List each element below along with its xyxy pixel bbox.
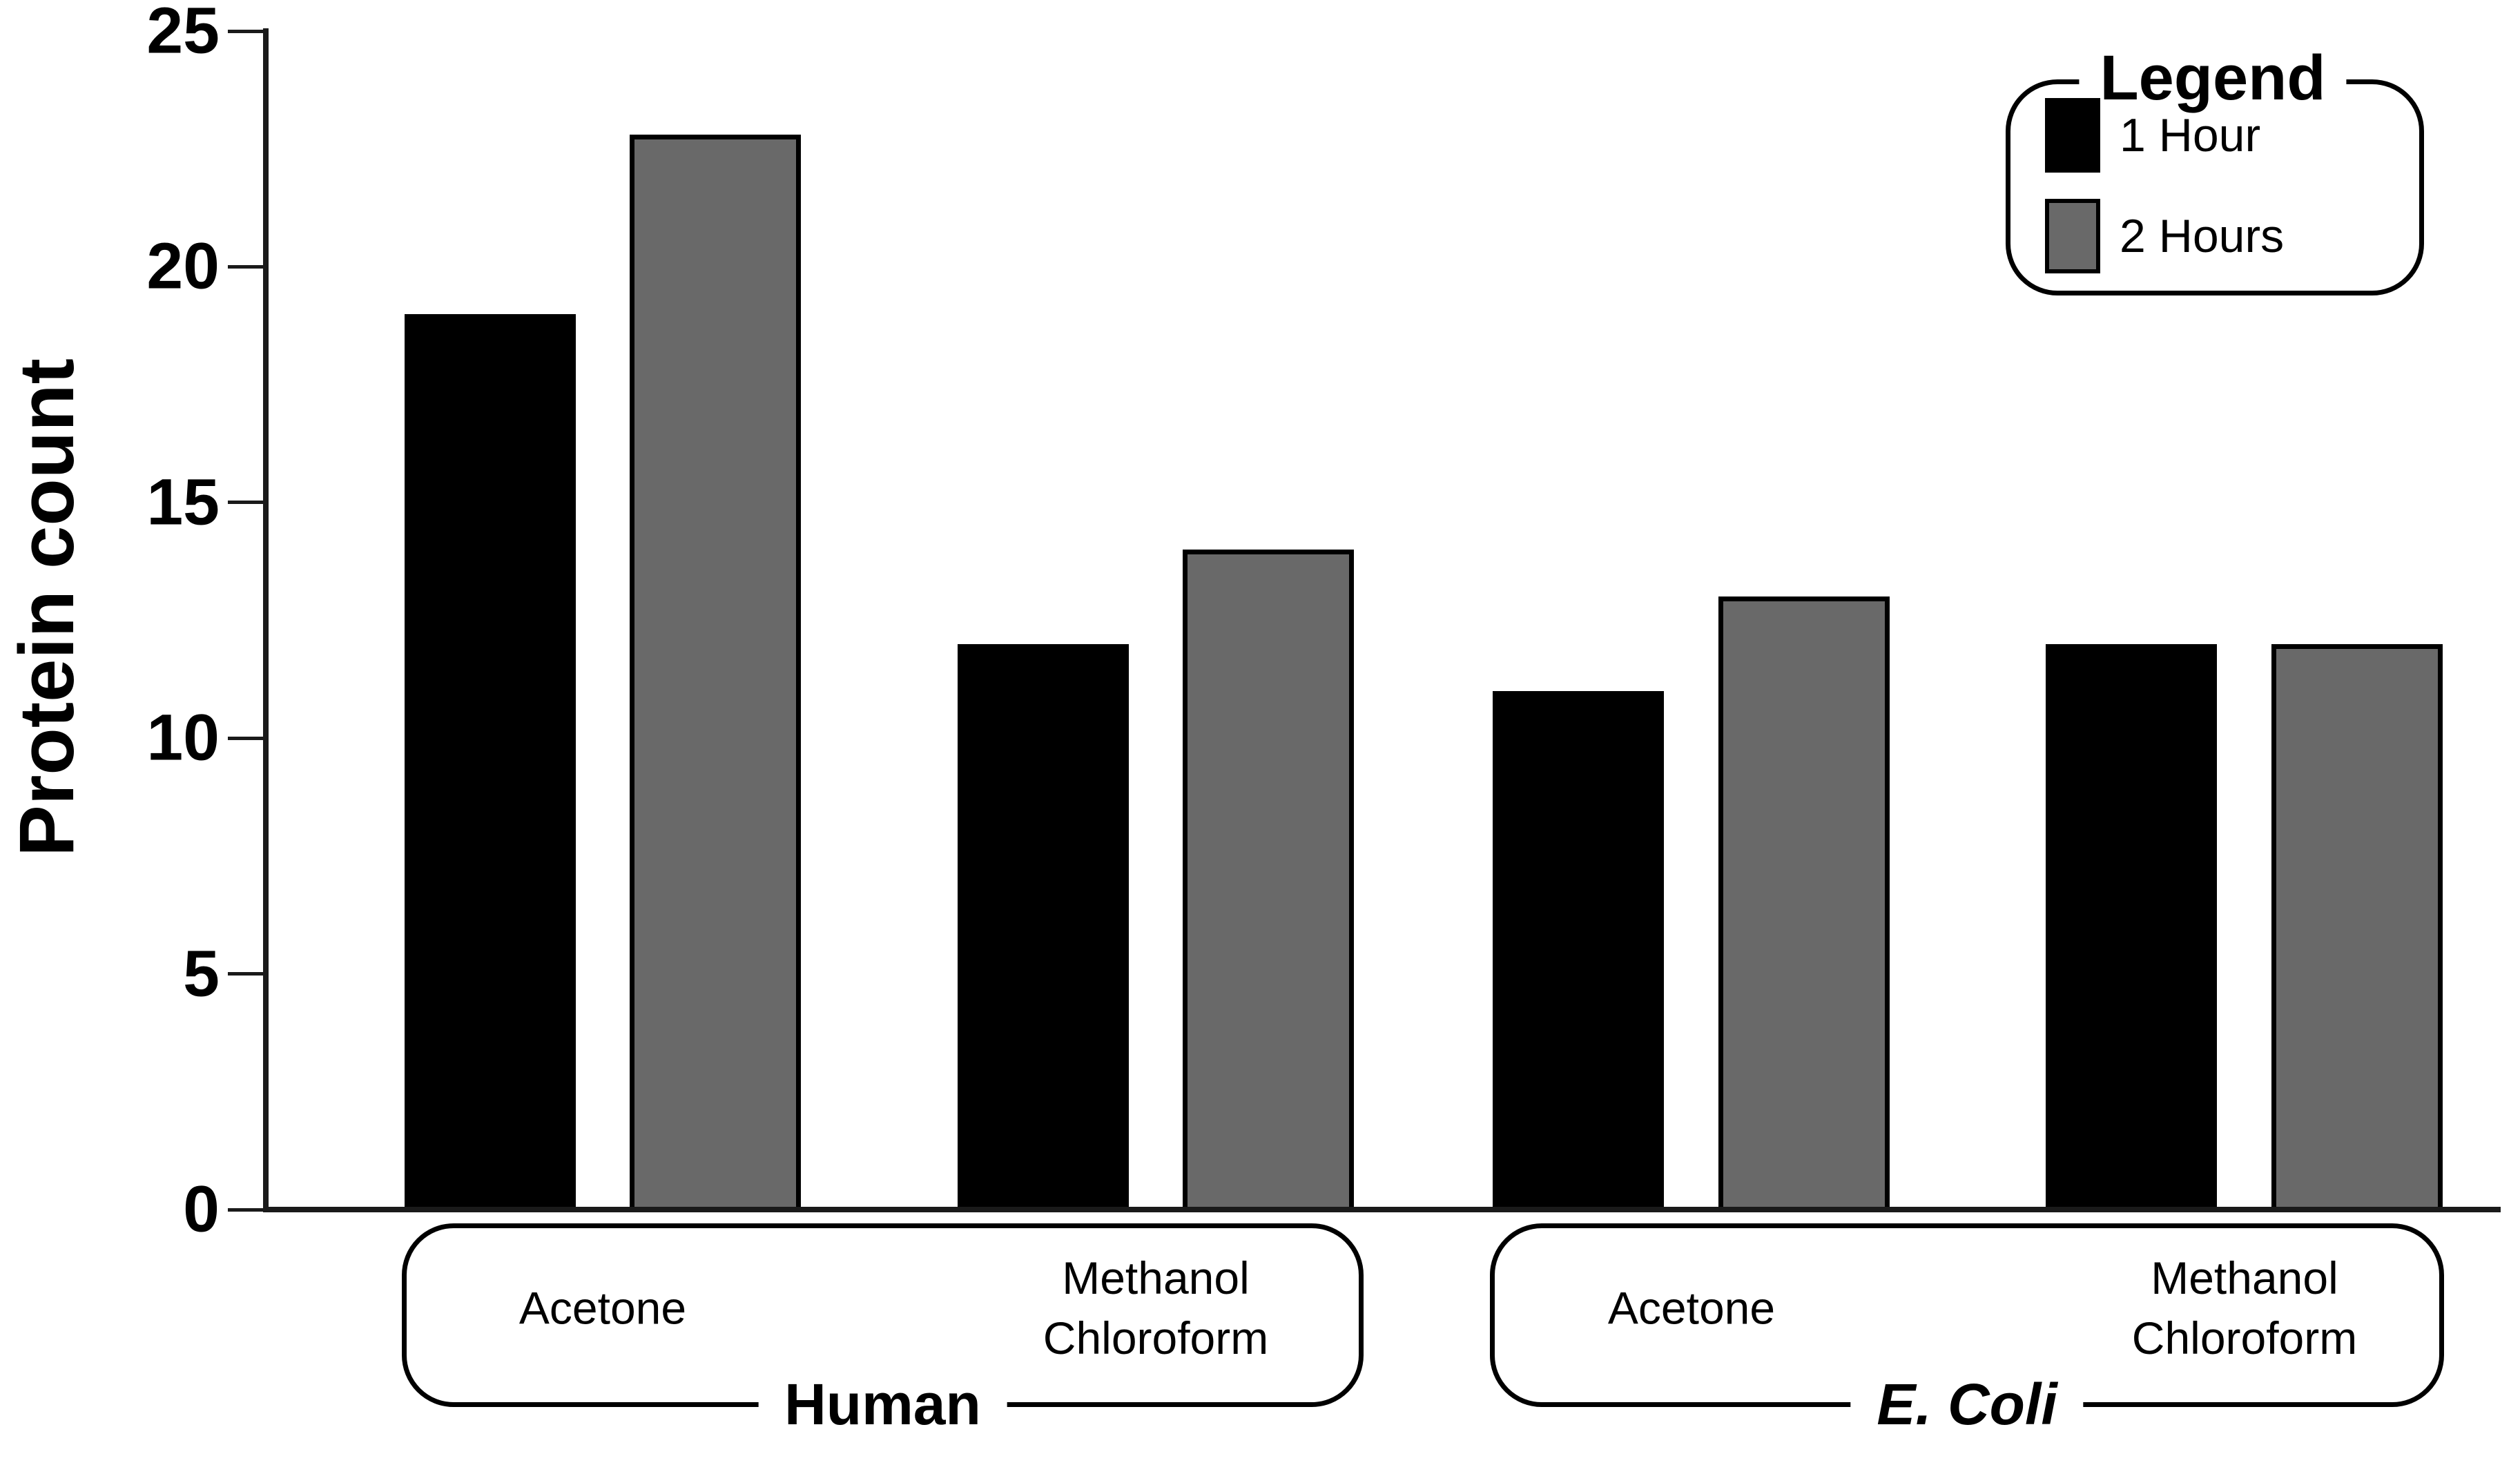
bar-e-coli-acetone-1-hour bbox=[1493, 690, 1664, 1212]
bar-e-coli-methanol-chloroform-1-hour bbox=[2046, 643, 2217, 1212]
category-label-methanol-chloroform: Methanol Chloroform bbox=[1043, 1248, 1268, 1368]
bar-e-coli-acetone-2-hours bbox=[1718, 596, 1890, 1212]
y-tick-mark bbox=[228, 972, 266, 976]
legend-swatch-2-hours-icon bbox=[2045, 199, 2100, 273]
legend-items: 1 Hour 2 Hours bbox=[2045, 98, 2284, 273]
y-tick-mark bbox=[228, 501, 266, 505]
category-label-line: Chloroform bbox=[2131, 1312, 2358, 1364]
legend-item-label: 2 Hours bbox=[2120, 210, 2285, 262]
legend-title: Legend bbox=[2079, 46, 2347, 110]
y-axis-title: Protein count bbox=[3, 358, 90, 857]
legend-swatch-1-hour-icon bbox=[2045, 98, 2100, 173]
category-label-line: Methanol bbox=[1062, 1252, 1250, 1303]
y-tick-label: 25 bbox=[146, 0, 220, 68]
y-tick-mark bbox=[228, 264, 266, 269]
category-label-line: Acetone bbox=[518, 1282, 687, 1334]
y-tick-mark bbox=[228, 736, 266, 740]
legend-item-label: 1 Hour bbox=[2120, 109, 2261, 162]
legend-item-1-hour: 1 Hour bbox=[2045, 98, 2284, 173]
category-label-acetone: Acetone bbox=[519, 1278, 686, 1338]
category-label-line: Chloroform bbox=[1043, 1312, 1269, 1364]
y-tick-label: 20 bbox=[146, 229, 220, 303]
y-tick-mark bbox=[228, 1207, 266, 1212]
y-tick-mark bbox=[228, 29, 266, 33]
x-axis-spine bbox=[263, 1207, 2501, 1212]
y-axis-spine bbox=[263, 28, 269, 1212]
category-label-acetone: Acetone bbox=[1608, 1278, 1775, 1338]
y-tick-label: 5 bbox=[183, 937, 220, 1011]
bar-human-methanol-chloroform-2-hours bbox=[1183, 550, 1354, 1212]
bar-human-acetone-2-hours bbox=[630, 135, 801, 1212]
y-tick-label: 10 bbox=[146, 701, 220, 775]
y-tick-label: 15 bbox=[146, 465, 220, 539]
group-name-human: Human bbox=[758, 1372, 1007, 1437]
y-tick-label: 0 bbox=[183, 1172, 220, 1246]
category-label-line: Acetone bbox=[1607, 1282, 1776, 1334]
bar-e-coli-methanol-chloroform-2-hours bbox=[2271, 643, 2443, 1212]
bar-human-acetone-1-hour bbox=[405, 313, 576, 1212]
group-name-e-coli: E. Coli bbox=[1850, 1372, 2084, 1437]
legend-item-2-hours: 2 Hours bbox=[2045, 199, 2284, 273]
bar-human-methanol-chloroform-1-hour bbox=[958, 643, 1129, 1212]
category-label-methanol-chloroform: Methanol Chloroform bbox=[2132, 1248, 2357, 1368]
category-label-line: Methanol bbox=[2151, 1252, 2338, 1303]
